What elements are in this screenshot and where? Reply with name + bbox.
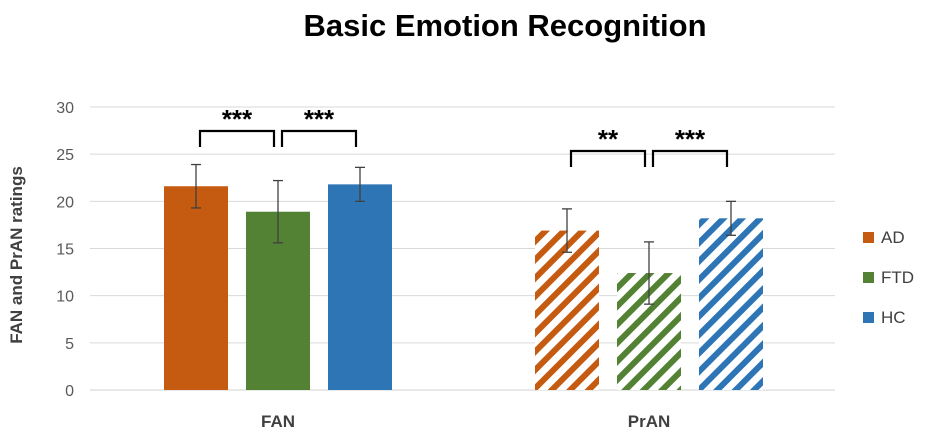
error-bar-pran-ad [562,208,572,253]
error-bar-fan-ftd [273,179,283,244]
y-tick-label: 15 [56,242,74,259]
error-bar-fan-ad [191,163,201,209]
y-tick-label: 10 [56,289,74,306]
legend-item-ad: AD [863,228,905,247]
legend-label: FTD [881,268,914,287]
significance-label: *** [304,104,335,134]
legend-item-ftd: FTD [863,268,914,287]
chart-title: Basic Emotion Recognition [303,8,706,43]
significance-bracket: ** [569,124,647,167]
bracket-line [651,149,729,167]
legend-swatch [863,312,874,323]
bars [164,184,763,390]
bar-pran-ad [535,230,599,390]
error-bars [191,163,736,305]
y-tick-label: 25 [56,147,74,164]
significance-bracket: *** [198,104,276,147]
significance-label: *** [222,104,253,134]
bar-fan-hc [328,184,392,390]
x-category-label: PrAN [628,412,671,431]
y-axis-label: FAN and PrAN ratings [7,166,26,344]
bar-fan-ad [164,186,228,390]
bracket-line [198,129,276,147]
legend-swatch [863,232,874,243]
error-bar-pran-ftd [644,241,654,305]
y-tick-label: 5 [65,336,74,353]
y-tick-label: 20 [56,194,74,211]
x-category-label: FAN [261,412,295,431]
significance-bracket: *** [280,104,358,147]
error-bar-pran-hc [726,200,736,236]
category-labels: FAN PrAN [261,412,670,431]
legend-label: HC [881,308,906,327]
legend-label: AD [881,228,905,247]
error-bar-fan-hc [355,166,365,202]
bracket-line [280,129,358,147]
y-tick-labels: 0 5 10 15 20 25 30 [56,100,74,400]
significance-bracket: *** [651,124,729,167]
bracket-line [569,149,647,167]
legend-swatch [863,272,874,283]
y-tick-label: 30 [56,100,74,117]
significance-label: ** [598,124,619,154]
significance-label: *** [675,124,706,154]
legend: AD FTD HC [863,228,914,327]
legend-item-hc: HC [863,308,906,327]
bar-pran-hc [699,218,763,390]
y-tick-label: 0 [65,383,74,400]
significance-brackets: *** ***** *** [198,104,729,167]
